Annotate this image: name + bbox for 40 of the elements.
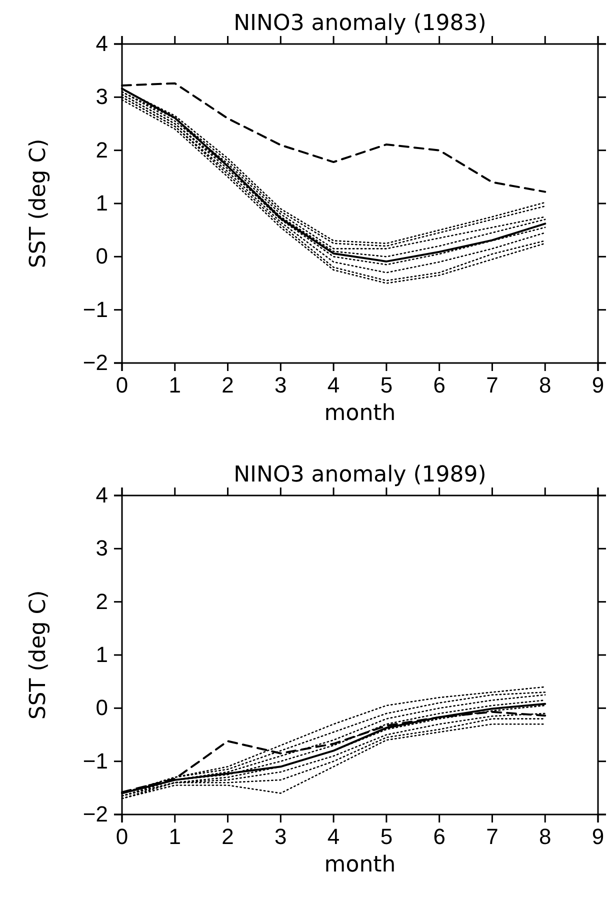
x-tick-label: 4	[327, 824, 340, 850]
chart-title: NINO3 anomaly (1989)	[234, 462, 486, 488]
y-tick-label: −1	[82, 748, 108, 774]
y-tick-label: 1	[96, 642, 108, 668]
y-tick-label: 1	[96, 190, 108, 216]
x-tick-label: 4	[327, 372, 340, 398]
x-axis-title: month	[324, 401, 396, 426]
x-tick-label: 1	[168, 824, 182, 850]
y-tick-label: 4	[96, 31, 108, 56]
x-tick-label: 7	[486, 824, 498, 850]
x-tick-label: 8	[538, 372, 552, 398]
chart-title: NINO3 anomaly (1983)	[234, 11, 486, 36]
x-tick-label: 7	[486, 372, 498, 398]
y-tick-label: 0	[96, 244, 108, 269]
x-tick-label: 9	[592, 372, 604, 398]
y-tick-label: 3	[96, 84, 108, 110]
x-tick-label: 3	[274, 824, 287, 850]
x-tick-label: 8	[538, 824, 552, 850]
y-axis-title: SST (deg C)	[26, 138, 51, 268]
x-tick-label: 5	[380, 824, 393, 850]
x-tick-label: 6	[433, 372, 446, 398]
x-tick-label: 6	[433, 824, 446, 850]
y-tick-label: 0	[96, 695, 108, 720]
x-axis-title: month	[324, 852, 396, 878]
x-tick-label: 0	[116, 372, 128, 398]
x-tick-label: 0	[116, 824, 128, 850]
y-tick-label: −2	[82, 350, 108, 376]
y-tick-label: 2	[96, 137, 108, 162]
y-tick-label: 4	[96, 482, 108, 508]
x-tick-label: 3	[274, 372, 287, 398]
x-tick-label: 5	[380, 372, 393, 398]
y-tick-label: 2	[96, 588, 108, 614]
y-axis-title: SST (deg C)	[26, 590, 51, 720]
x-tick-label: 2	[222, 824, 234, 850]
y-tick-label: −2	[82, 802, 108, 827]
y-tick-label: −1	[82, 296, 108, 322]
x-tick-label: 9	[592, 824, 604, 850]
x-tick-label: 2	[222, 372, 234, 398]
x-tick-label: 1	[168, 372, 182, 398]
y-tick-label: 3	[96, 536, 108, 561]
